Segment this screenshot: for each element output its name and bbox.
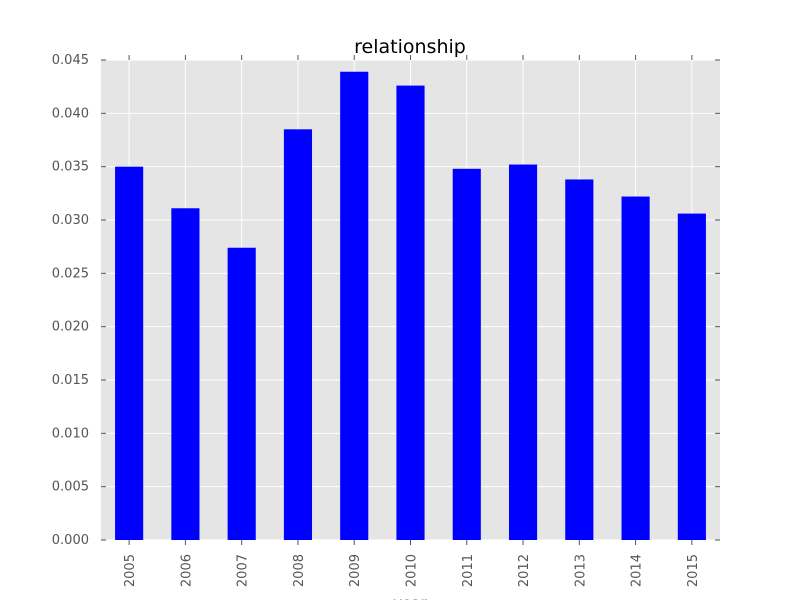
bar-2009 [340, 71, 369, 540]
y-tick-label: 0.005 [52, 480, 89, 495]
bar-2013 [565, 179, 594, 540]
y-tick-label: 0.015 [52, 373, 89, 388]
x-tick-label: 2011 [461, 554, 476, 587]
bar-2012 [508, 164, 538, 541]
bar-2005 [115, 166, 144, 540]
x-axis-label: year [393, 594, 427, 600]
x-axis: 2005 2006 2007 2008 2009 2010 2011 2012 2013 2014… [123, 55, 701, 587]
y-tick-label: 0.000 [52, 533, 89, 548]
x-tick-label: 2005 [123, 554, 138, 587]
y-tick-label: 0.010 [52, 426, 89, 441]
bar-2007 [227, 247, 256, 540]
bar-2008 [283, 129, 313, 541]
y-axis: 0.000 0.005 0.010 0.015 0.020 0.025 0.030 0.035… [52, 53, 720, 548]
bar-2015 [677, 213, 706, 540]
x-tick-label: 2008 [292, 554, 307, 587]
y-tick-label: 0.030 [52, 213, 89, 228]
bar-2011 [452, 168, 481, 541]
bar-2014 [621, 196, 650, 541]
bars [115, 71, 706, 541]
y-tick-label: 0.045 [52, 53, 89, 68]
x-tick-label: 2007 [236, 554, 251, 587]
y-tick-label: 0.025 [52, 266, 89, 281]
bar-2010 [396, 85, 425, 540]
x-tick-label: 2014 [630, 554, 645, 587]
y-tick-label: 0.040 [52, 106, 89, 121]
x-tick-label: 2012 [517, 554, 532, 587]
x-tick-label: 2006 [179, 554, 194, 587]
x-tick-label: 2015 [686, 554, 701, 587]
y-tick-label: 0.020 [52, 320, 89, 335]
x-tick-label: 2010 [405, 554, 420, 587]
x-tick-label: 2013 [573, 554, 588, 587]
chart-title: relationship [354, 36, 466, 58]
bar-2006 [171, 208, 200, 540]
x-tick-label: 2009 [348, 554, 363, 587]
y-tick-label: 0.035 [52, 160, 89, 175]
